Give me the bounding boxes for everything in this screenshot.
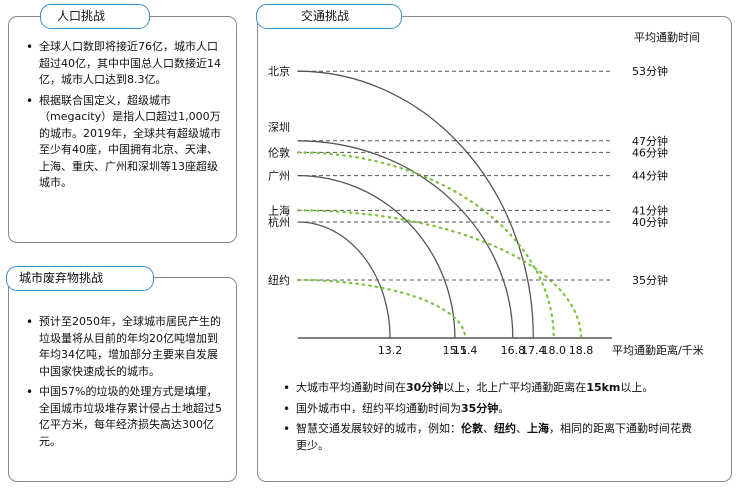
x-axis-label: 平均通勤距离/千米 <box>612 343 704 357</box>
commute-arc-2 <box>297 140 514 339</box>
time-label-4: 44分钟 <box>632 169 668 183</box>
time-label-3: 46分钟 <box>632 145 668 159</box>
city-label-7: 纽约 <box>268 273 290 287</box>
x-tick-7: 18.8 <box>569 344 594 357</box>
x-tick-1: 13.2 <box>378 344 403 357</box>
traffic-note-3-part-1: 智慧交通发展较好的城市，例如： <box>296 422 461 435</box>
traffic-note-3-part-2: 伦敦 <box>461 422 483 435</box>
traffic-panel: 平均通勤时间北京 53分钟深圳 47分钟伦敦 46分钟广州 44分钟上海 41分钟杭州 40… <box>257 16 732 482</box>
time-label-7: 35分钟 <box>632 273 668 287</box>
traffic-note-1: 大城市平均通勤时间在30分钟以上，北上广平均通勤距离在15km以上。 <box>282 380 702 397</box>
commute-arc-5 <box>296 209 583 340</box>
commute-arc-4 <box>297 174 456 339</box>
x-tick-6: 18.0 <box>542 344 567 357</box>
waste-bullet-1: 预计至2050年，全球城市居民产生的垃圾量将从目前的年均20亿吨增加到年均34亿… <box>25 314 225 380</box>
time-label-2: 47分钟 <box>632 134 668 148</box>
x-tick-4: 16.8 <box>501 344 525 357</box>
waste-bullets: 预计至2050年，全球城市居民产生的垃圾量将从目前的年均20亿吨增加到年均34亿… <box>25 314 225 454</box>
population-panel: 全球人口数即将接近76亿，城市人口超过40亿，其中中国总人口数接近14亿，城市人… <box>8 16 237 243</box>
traffic-note-1-part-4: 15km <box>586 381 621 394</box>
city-label-4: 广州 <box>268 170 290 183</box>
commute-arc-7 <box>296 278 467 340</box>
population-bullets: 全球人口数即将接近76亿，城市人口超过40亿，其中中国总人口数接近14亿，城市人… <box>25 39 225 196</box>
traffic-panel-title: 交通挑战 <box>256 4 402 29</box>
population-bullet-1: 全球人口数即将接近76亿，城市人口超过40亿，其中中国总人口数接近14亿，城市人… <box>25 39 225 89</box>
waste-panel-title: 城市废弃物挑战 <box>6 266 154 291</box>
commute-arc-3 <box>296 151 555 340</box>
traffic-note-2-part-2: 35分钟 <box>461 401 499 415</box>
waste-panel: 预计至2050年，全球城市居民产生的垃圾量将从目前的年均20亿吨增加到年均34亿… <box>8 277 237 482</box>
traffic-note-3: 智慧交通发展较好的城市，例如：伦敦、纽约、上海，相同的距离下通勤时间花费更少。 <box>282 421 702 454</box>
commute-arc-6 <box>297 221 391 339</box>
waste-bullet-2: 中国57%的垃圾的处理方式是填埋，全国城市垃圾堆存累计侵占土地超过5亿平方米，每… <box>25 384 225 450</box>
city-label-6: 杭州 <box>268 215 290 229</box>
time-label-1: 53分钟 <box>632 64 668 78</box>
city-label-5: 上海 <box>268 203 290 217</box>
traffic-note-3-part-7: ，相同的距离下通勤时间花费更少。 <box>296 422 692 452</box>
traffic-note-1-part-3: 以上，北上广平均通勤距离在 <box>443 381 587 394</box>
x-tick-3: 15.4 <box>453 344 478 357</box>
traffic-note-2: 国外城市中，纽约平均通勤时间为35分钟。 <box>282 401 702 418</box>
traffic-note-2-part-1: 国外城市中，纽约平均通勤时间为 <box>296 401 461 415</box>
city-label-2: 深圳 <box>268 121 290 134</box>
city-label-3: 伦敦 <box>268 145 290 159</box>
traffic-note-2-part-3: 。 <box>498 401 510 415</box>
x-tick-2: 15.1 <box>443 344 468 357</box>
time-label-6: 40分钟 <box>632 215 668 229</box>
population-panel-title: 人口挑战 <box>40 4 150 29</box>
population-bullet-2: 根据联合国定义，超级城市（megacity）是指人口超过1,000万的城市。20… <box>25 93 225 192</box>
traffic-note-3-part-4: 纽约 <box>494 422 516 435</box>
traffic-note-3-part-3: 、 <box>483 422 494 435</box>
traffic-note-1-part-1: 大城市平均通勤时间在 <box>296 381 406 394</box>
time-label-5: 41分钟 <box>632 203 668 217</box>
x-tick-5: 17.4 <box>521 344 546 357</box>
traffic-note-3-part-6: 上海 <box>527 422 549 435</box>
traffic-note-1-part-2: 30分钟 <box>406 381 444 394</box>
traffic-note-3-part-5: 、 <box>516 422 527 435</box>
y-axis-label: 平均通勤时间 <box>634 31 700 44</box>
traffic-note-1-part-5: 以上。 <box>620 381 654 394</box>
traffic-notes: 大城市平均通勤时间在30分钟以上，北上广平均通勤距离在15km以上。国外城市中，… <box>282 380 702 458</box>
city-label-1: 北京 <box>268 64 290 78</box>
commute-arc-1 <box>297 70 534 339</box>
